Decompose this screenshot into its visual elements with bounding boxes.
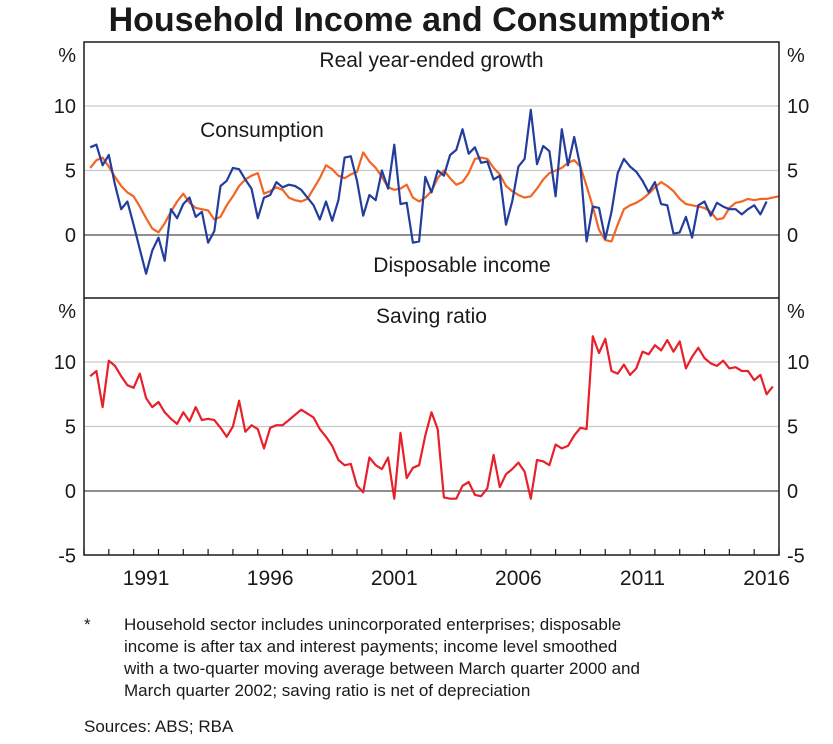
y-tick-label-left: 10 <box>54 352 76 374</box>
footnote-line: Household sector includes unincorporated… <box>124 615 622 634</box>
unit-label-left: % <box>58 45 76 67</box>
sources-note: Sources: ABS; RBA <box>84 717 234 736</box>
x-tick-label: 2011 <box>620 567 665 590</box>
series-line-saving-ratio <box>89 335 774 500</box>
panel-subtitle: Real year-ended growth <box>319 49 543 72</box>
series-line-consumption <box>89 151 780 243</box>
y-tick-label-left: 0 <box>65 225 76 247</box>
y-tick-label-right: 10 <box>787 96 809 118</box>
chart-title: Household Income and Consumption* <box>108 1 725 39</box>
y-tick-label-right: 0 <box>787 481 798 503</box>
x-tick-label: 2006 <box>495 567 542 590</box>
unit-label-right: % <box>787 301 805 323</box>
y-tick-label-right: 0 <box>787 225 798 247</box>
footnote-marker: * <box>84 615 91 634</box>
footnote-line: with a two-quarter moving average betwee… <box>124 659 640 678</box>
y-tick-label-left: 0 <box>65 481 76 503</box>
footnote-line: March quarter 2002; saving ratio is net … <box>124 681 531 700</box>
x-tick-label: 1991 <box>123 567 170 590</box>
y-tick-label-left: 10 <box>54 96 76 118</box>
x-tick-label: 1996 <box>247 567 294 590</box>
series-label-disposable-income: Disposable income <box>373 254 550 277</box>
y-tick-label-right: -5 <box>787 546 805 568</box>
panel-subtitle: Saving ratio <box>376 305 487 328</box>
x-tick-label: 2001 <box>371 567 418 590</box>
y-tick-label-left: 5 <box>65 161 76 183</box>
chart-area: 10 10 5 5 0 0% % Real year-ended growth 10 10 5 5 0 0… <box>54 41 809 590</box>
x-tick-label: 2016 <box>743 567 790 590</box>
unit-label-left: % <box>58 301 76 323</box>
footnote-text: Household sector includes unincorporated… <box>124 614 784 702</box>
y-tick-label-right: 5 <box>787 161 798 183</box>
series-line-disposable-income <box>89 108 768 275</box>
y-tick-label-right: 10 <box>787 352 809 374</box>
y-tick-label-left: -5 <box>58 546 76 568</box>
y-tick-label-left: 5 <box>65 417 76 439</box>
y-tick-label-right: 5 <box>787 417 798 439</box>
series-label-consumption: Consumption <box>200 119 324 142</box>
footnote-line: income is after tax and interest payment… <box>124 637 618 656</box>
unit-label-right: % <box>787 45 805 67</box>
